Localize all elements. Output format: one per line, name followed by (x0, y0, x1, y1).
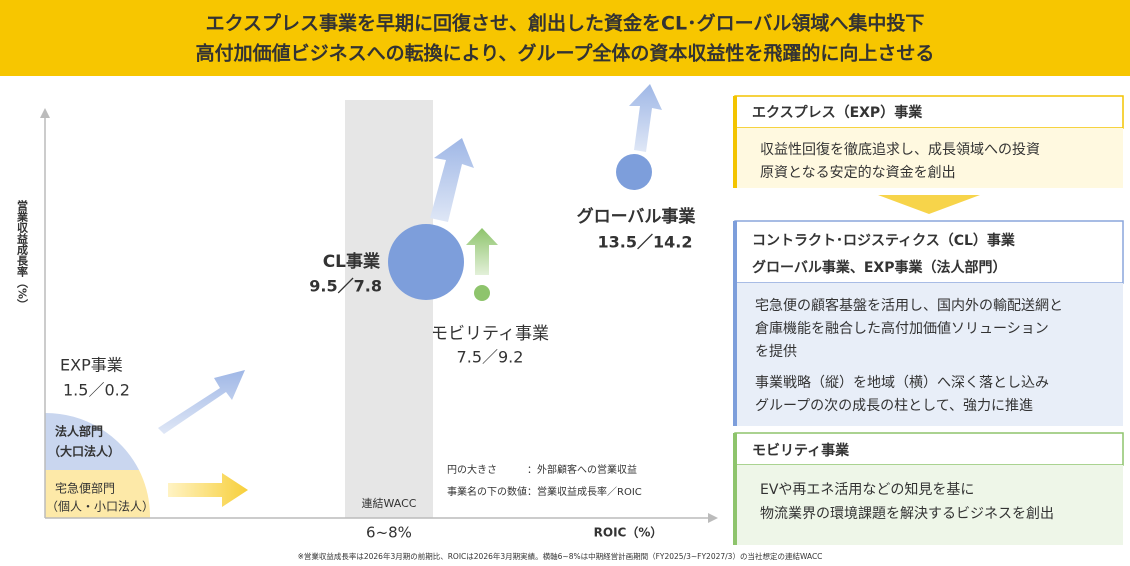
note: 事業名の下の数値：営業収益成長率／ROIC (447, 485, 642, 498)
segment-area (45, 412, 139, 518)
panel-title: モビリティ事業 (752, 442, 850, 459)
wacc-label: 連結WACC (362, 496, 417, 510)
segment-sub: （大口法人） (48, 444, 120, 459)
business-name: グローバル事業 (577, 206, 696, 227)
panel-text: 事業戦略（縦）を地域（横）へ深く落とし込み (755, 375, 1049, 391)
wacc-range: 6~8% (366, 524, 412, 542)
panel-text: 倉庫機能を融合した高付加価値ソリューション (755, 320, 1049, 337)
panel-text: グループの次の成長の柱として、強力に推進 (755, 398, 1033, 414)
panel-text: EVや再エネ活用などの知見を基に (760, 481, 974, 498)
panel-title: エクスプレス（EXP）事業 (752, 104, 923, 121)
segment-sub: （個人・小口法人） (46, 500, 154, 514)
panel-text: を提供 (755, 344, 797, 360)
bubble (616, 154, 652, 190)
arrow (629, 84, 662, 152)
banner-line: エクスプレス事業を早期に回復させ、創出した資金をCL･グローバル領域へ集中投下 (206, 12, 925, 35)
arrow (430, 138, 474, 222)
note: 円の大きさ ：外部顧客への営業収益 (447, 463, 637, 476)
panel-accent (733, 96, 737, 188)
panel-title: グローバル事業、EXP事業（法人部門） (752, 259, 1006, 276)
banner (0, 0, 1130, 76)
banner-line: 高付加価値ビジネスへの転換により、グループ全体の資本収益性を飛躍的に向上させる (196, 42, 935, 65)
business-name: モビリティ事業 (431, 324, 549, 344)
panel-title-box (734, 220, 1124, 284)
business-name: EXP事業 (60, 356, 123, 375)
business-figures: 7.5／9.2 (457, 348, 524, 367)
panel-accent (733, 433, 737, 545)
panel-text: 収益性回復を徹底追求し、成長領域への投資 (760, 141, 1040, 158)
business-figures: 13.5／14.2 (598, 233, 693, 252)
bubble (388, 224, 464, 300)
wacc-band (345, 100, 433, 518)
bubble (474, 285, 490, 301)
panel-text: 宅急便の顧客基盤を活用し、国内外の輸配送網と (755, 297, 1063, 314)
arrow (158, 370, 245, 434)
arrow (168, 473, 248, 507)
flow-arrow (878, 195, 980, 214)
segment-name: 法人部門 (55, 424, 103, 439)
panel-body (735, 283, 1123, 426)
segment-name: 宅急便部門 (55, 481, 115, 496)
panel-text: 原資となる安定的な資金を創出 (760, 165, 956, 181)
y-axis-label: 営業収益成長率（%） (16, 199, 30, 310)
panel-body (735, 128, 1123, 188)
segment-area (45, 470, 151, 518)
footnote: ※営業収益成長率は2026年3月期の前期比、ROICは2026年3月期実績。横軸… (298, 551, 823, 561)
x-axis-label: ROIC（%） (594, 525, 663, 540)
panel-accent (733, 221, 737, 426)
panel-title-box (734, 95, 1124, 129)
panel-text: 物流業界の環境課題を解決するビジネスを創出 (760, 506, 1054, 522)
business-figures: 1.5／0.2 (63, 381, 130, 400)
business-name: CL事業 (323, 251, 380, 272)
axis-arrow (708, 513, 718, 523)
business-figures: 9.5／7.8 (309, 277, 382, 296)
panel-body (735, 465, 1123, 545)
arrow (466, 228, 498, 275)
panel-title: コントラクト･ロジスティクス（CL）事業 (752, 232, 1016, 249)
axis-arrow (40, 108, 50, 118)
